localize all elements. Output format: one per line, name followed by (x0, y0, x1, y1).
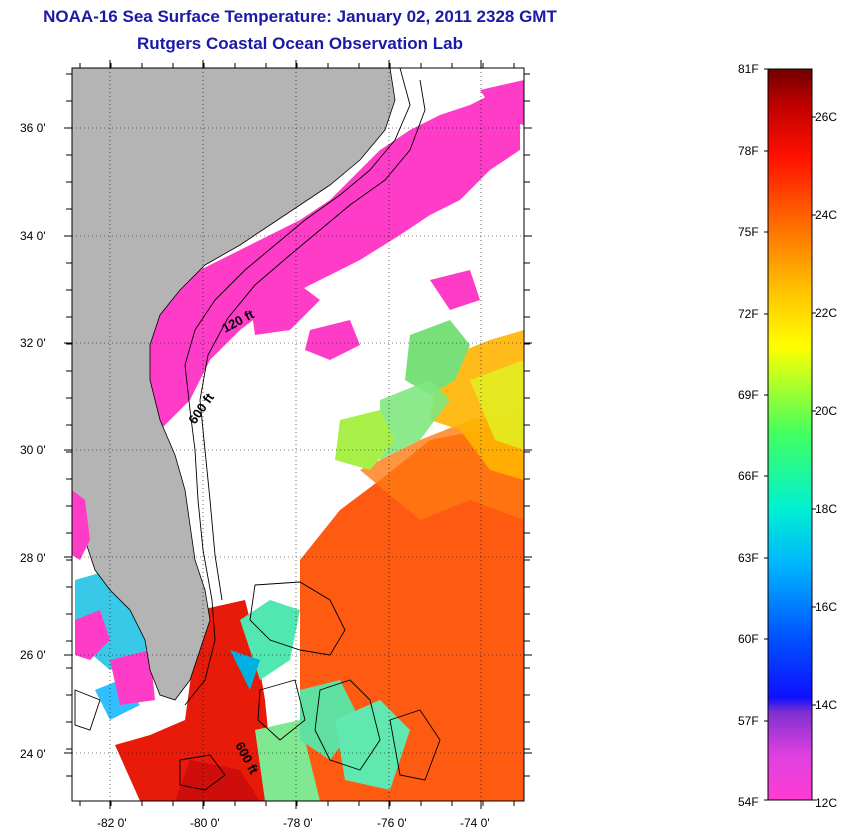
lat-label: 36 0' (20, 121, 46, 135)
fahrenheit-label: 72F (738, 307, 759, 321)
celsius-label: 20C (815, 404, 837, 418)
map-title: NOAA-16 Sea Surface Temperature: January… (43, 7, 557, 26)
lat-label: 26 0' (20, 648, 46, 662)
lat-label: 34 0' (20, 229, 46, 243)
gulf-coast-water (72, 490, 90, 560)
lat-label: 32 0' (20, 336, 46, 350)
graticule (64, 60, 532, 809)
fahrenheit-label: 57F (738, 714, 759, 728)
land-mass (72, 68, 396, 701)
celsius-label: 22C (815, 306, 837, 320)
fahrenheit-label: 66F (738, 469, 759, 483)
fahrenheit-label: 54F (738, 795, 759, 809)
lon-label: -74 0' (460, 816, 490, 830)
fahrenheit-label: 81F (738, 62, 759, 76)
lon-label: -80 0' (190, 816, 220, 830)
colorbar-fahrenheit-labels: 81F 78F 75F 72F 69F 66F 63F 60F 57F 54F (738, 62, 759, 809)
celsius-label: 16C (815, 600, 837, 614)
temperature-colorbar (767, 68, 813, 801)
celsius-label: 14C (815, 698, 837, 712)
map-frame (71, 67, 525, 802)
map-subtitle: Rutgers Coastal Ocean Observation Lab (137, 34, 463, 53)
depth-contours (74, 68, 441, 791)
lon-label: -76 0' (377, 816, 407, 830)
cold-coastal-water (148, 90, 520, 440)
celsius-label: 24C (815, 208, 837, 222)
fahrenheit-label: 75F (738, 225, 759, 239)
colorbar-celsius-labels: 26C 24C 22C 20C 18C 16C 14C 12C (815, 110, 837, 810)
lat-label: 30 0' (20, 443, 46, 457)
latitude-labels: 36 0' 34 0' 32 0' 30 0' 28 0' 26 0' 24 0… (20, 121, 46, 761)
lat-label: 24 0' (20, 747, 46, 761)
fahrenheit-label: 78F (738, 144, 759, 158)
celsius-label: 26C (815, 110, 837, 124)
celsius-label: 18C (815, 502, 837, 516)
sst-map (72, 68, 524, 801)
fahrenheit-label: 69F (738, 388, 759, 402)
shelf-water-region (405, 320, 470, 395)
fahrenheit-label: 60F (738, 632, 759, 646)
lon-label: -78 0' (283, 816, 313, 830)
lat-label: 28 0' (20, 551, 46, 565)
lon-label: -82 0' (97, 816, 127, 830)
fahrenheit-label: 63F (738, 551, 759, 565)
celsius-label: 12C (815, 796, 837, 810)
warm-water-region (300, 420, 524, 801)
colorbar-ticks (764, 68, 816, 801)
longitude-labels: -82 0' -80 0' -78 0' -76 0' -74 0' (97, 816, 490, 830)
florida-current (115, 600, 275, 801)
